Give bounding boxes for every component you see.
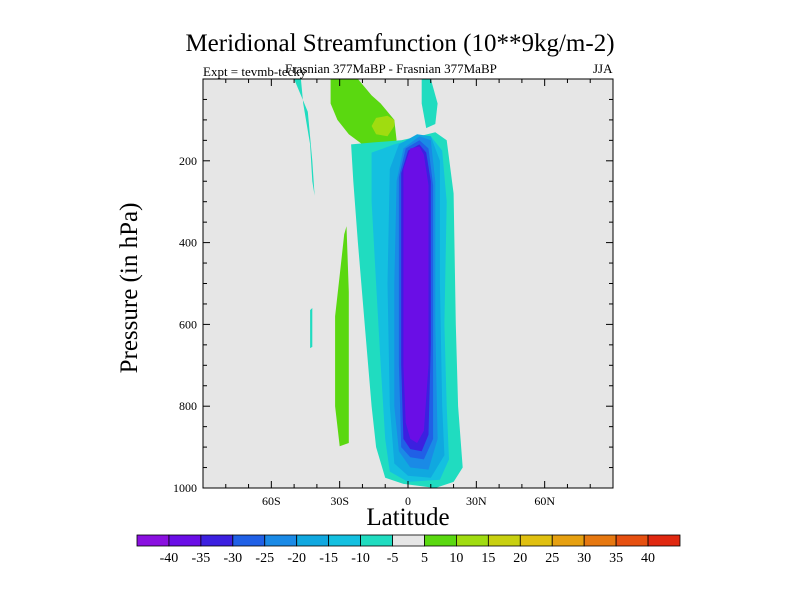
contour-cyan-topright	[421, 79, 438, 129]
x-tick-label: 30N	[466, 494, 487, 508]
chart-title: Meridional Streamfunction (10**9kg/m-2)	[185, 30, 615, 57]
colorbar-swatch	[168, 534, 202, 547]
y-tick-label: 600	[179, 317, 197, 331]
y-tick-label: 400	[179, 236, 197, 250]
colorbar-swatch	[456, 534, 489, 547]
contour-cyan-dot	[310, 308, 313, 349]
colorbar-swatch	[647, 534, 681, 547]
colorbar-swatch	[136, 534, 170, 547]
contour-green-left-vertical	[335, 226, 349, 447]
colorbar-label: -25	[255, 551, 274, 566]
contour-core	[403, 146, 429, 443]
colorbar-swatch	[296, 534, 330, 547]
x-axis-label: Latitude	[366, 504, 450, 531]
colorbar-swatch	[360, 534, 393, 547]
colorbar-swatch	[487, 534, 521, 547]
colorbar-label: 25	[545, 551, 559, 566]
colorbar-label: -15	[319, 551, 338, 566]
colorbar-label: 35	[609, 551, 623, 566]
chart-subtitle: Frasnian 377MaBP - Frasnian 377MaBP	[285, 61, 497, 76]
colorbar-label: -40	[160, 551, 179, 566]
y-tick-label: 200	[179, 154, 197, 168]
x-tick-label: 0	[405, 494, 411, 508]
colorbar-swatch	[328, 534, 361, 547]
y-tick-label: 800	[179, 399, 197, 413]
colorbar-label: -10	[351, 551, 370, 566]
colorbar-label: 30	[577, 551, 591, 566]
colorbar-swatch	[583, 534, 617, 547]
colorbar-label: 15	[481, 551, 495, 566]
colorbar-swatch	[264, 534, 298, 547]
colorbar-label: -30	[223, 551, 242, 566]
colorbar-swatch	[615, 534, 649, 547]
colorbar-label: -5	[387, 551, 399, 566]
season-label: JJA	[593, 61, 613, 76]
x-tick-label: 60N	[534, 494, 555, 508]
x-tick-label: 30S	[330, 494, 349, 508]
colorbar-swatch	[392, 534, 425, 547]
experiment-label: Expt = tevmb-tecky	[203, 64, 307, 79]
colorbar-label: 5	[421, 551, 428, 566]
colorbar-swatch	[200, 534, 234, 547]
contour-fills	[294, 79, 463, 488]
colorbar-label: -20	[287, 551, 306, 566]
colorbar-swatch	[519, 534, 553, 547]
x-tick-label: 60S	[262, 494, 281, 508]
y-axis-label: Pressure (in hPa)	[116, 202, 143, 374]
colorbar-swatch	[232, 534, 266, 547]
colorbar-label: 10	[449, 551, 463, 566]
colorbar-swatch	[424, 534, 457, 547]
colorbar-swatch	[551, 534, 585, 547]
colorbar-label: 20	[513, 551, 527, 566]
contour-light-green-top	[371, 115, 395, 137]
colorbar-label: 40	[641, 551, 655, 566]
y-tick-label: 1000	[173, 481, 197, 495]
colorbar-label: -35	[192, 551, 211, 566]
